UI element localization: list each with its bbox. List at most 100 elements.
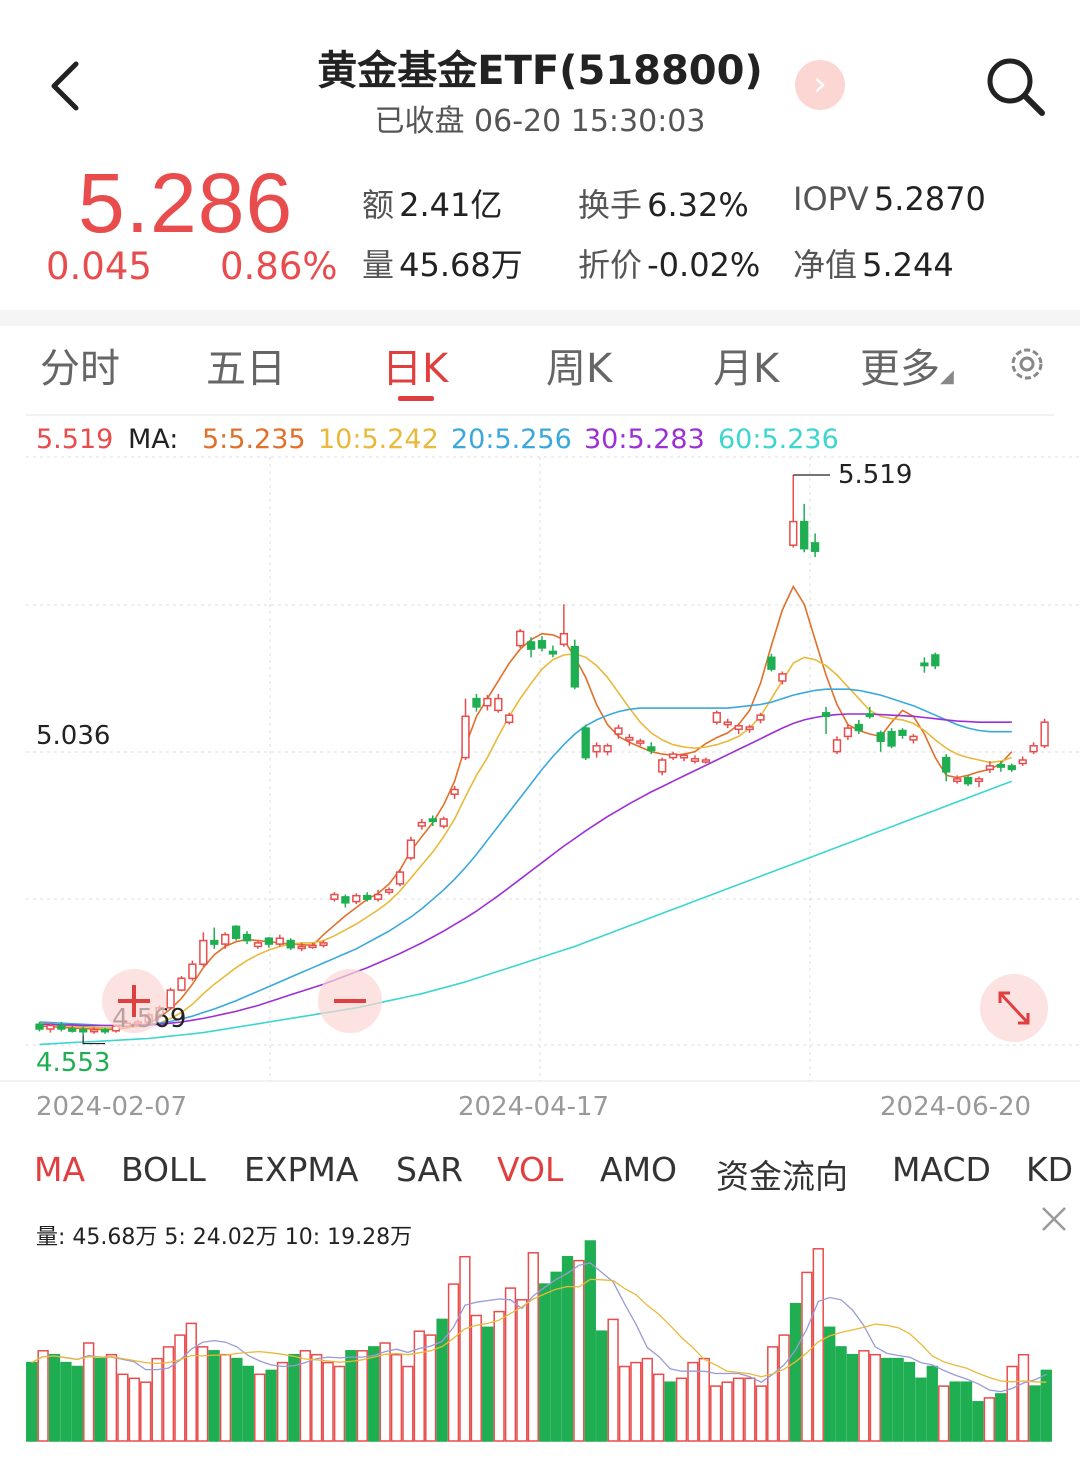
candle-up bbox=[974, 776, 984, 788]
candle-body bbox=[974, 778, 984, 783]
stat-label: 量 bbox=[362, 246, 395, 284]
candle-down bbox=[1007, 763, 1016, 772]
volume-bar-down bbox=[26, 1361, 38, 1442]
zoom-in-button[interactable] bbox=[102, 969, 166, 1033]
candle-up bbox=[516, 629, 525, 648]
next-stock-button[interactable]: › bbox=[795, 60, 845, 110]
stat-value: 5.2870 bbox=[873, 180, 986, 218]
stat-discount: 折价 -0.02% bbox=[578, 240, 760, 286]
volume-bar-up bbox=[516, 1299, 528, 1442]
search-icon[interactable] bbox=[984, 55, 1048, 119]
tab-more[interactable]: 更多◢ bbox=[860, 336, 954, 394]
ma60-value: 60:5.236 bbox=[718, 424, 839, 455]
candle-up bbox=[658, 757, 667, 776]
candle-body bbox=[199, 939, 208, 965]
candle-body bbox=[701, 759, 711, 763]
candle-up bbox=[843, 724, 853, 740]
candle-body bbox=[494, 697, 503, 712]
close-icon[interactable] bbox=[1040, 1205, 1068, 1233]
indicator-boll[interactable]: BOLL bbox=[121, 1150, 206, 1189]
candle-body bbox=[308, 944, 317, 949]
candle-down bbox=[57, 1021, 66, 1032]
gear-icon[interactable] bbox=[1006, 343, 1048, 385]
y-label-low: 4.553 bbox=[36, 1048, 110, 1078]
candle-body bbox=[221, 933, 230, 945]
volume-bar-down bbox=[926, 1365, 938, 1442]
volume-bar-up bbox=[653, 1373, 665, 1442]
candle-down bbox=[231, 925, 241, 941]
tab-daily-k[interactable]: 日K bbox=[382, 346, 449, 392]
candle-up bbox=[505, 712, 514, 725]
volume-bar-down bbox=[345, 1350, 357, 1442]
candle-body bbox=[417, 821, 426, 827]
candle-body bbox=[1040, 721, 1049, 747]
zoom-out-button[interactable] bbox=[318, 969, 382, 1033]
x-label-mid: 2024-04-17 bbox=[458, 1092, 609, 1122]
candle-down bbox=[264, 937, 274, 948]
back-arrow-icon[interactable] bbox=[44, 58, 84, 114]
candle-down bbox=[963, 775, 973, 786]
candle-body bbox=[483, 697, 492, 707]
candle-body bbox=[625, 736, 634, 741]
candle-body bbox=[767, 656, 776, 670]
volume-bar-up bbox=[83, 1342, 95, 1442]
volume-bar-up bbox=[710, 1385, 722, 1442]
candle-body bbox=[887, 730, 896, 747]
volume-bar-down bbox=[824, 1326, 836, 1442]
volume-bar-up bbox=[812, 1248, 824, 1442]
candle-up bbox=[614, 724, 623, 739]
candle-up bbox=[1029, 742, 1038, 755]
candle-up bbox=[592, 742, 601, 758]
indicator-expma[interactable]: EXPMA bbox=[244, 1150, 359, 1189]
ma5-value: 5:5.235 bbox=[202, 424, 306, 455]
stat-value: 2.41亿 bbox=[399, 186, 503, 224]
volume-bar-up bbox=[470, 1314, 482, 1442]
candle-up bbox=[712, 710, 721, 725]
stat-value: -0.02% bbox=[647, 246, 761, 284]
volume-legend: 量: 45.68万 5: 24.02万 10: 19.28万 bbox=[36, 1225, 413, 1250]
volume-bar-up bbox=[755, 1385, 767, 1442]
candle-up bbox=[319, 940, 328, 948]
volume-bar-up bbox=[459, 1255, 471, 1442]
candle-up bbox=[559, 604, 569, 647]
indicator-macd[interactable]: MACD bbox=[892, 1150, 991, 1189]
candle-body bbox=[985, 765, 995, 771]
candle-body bbox=[68, 1028, 77, 1032]
tab-weekly-k[interactable]: 周K bbox=[546, 346, 613, 392]
tab-monthly-k[interactable]: 月K bbox=[713, 346, 780, 392]
volume-bar-down bbox=[835, 1346, 847, 1442]
candle-up bbox=[89, 1027, 99, 1034]
indicator-kd[interactable]: KD bbox=[1026, 1150, 1074, 1189]
volume-chart[interactable] bbox=[0, 1236, 1080, 1446]
y-label-high: 5.519 bbox=[838, 460, 912, 490]
fullscreen-icon[interactable] bbox=[980, 974, 1048, 1042]
volume-bar-down bbox=[288, 1353, 300, 1442]
volume-bar-up bbox=[573, 1259, 585, 1442]
indicator-sar[interactable]: SAR bbox=[396, 1150, 464, 1189]
volume-bar-down bbox=[71, 1365, 83, 1442]
candle-body bbox=[79, 1028, 88, 1033]
volume-bar-up bbox=[390, 1353, 403, 1442]
candle-body bbox=[57, 1024, 66, 1030]
indicator-vol[interactable]: VOL bbox=[497, 1150, 564, 1189]
candle-body bbox=[942, 756, 951, 773]
candle-down bbox=[35, 1021, 44, 1032]
volume-bar-down bbox=[48, 1353, 61, 1442]
candle-body bbox=[46, 1024, 55, 1030]
volume-bar-up bbox=[425, 1334, 437, 1442]
indicator-amo[interactable]: AMO bbox=[600, 1150, 678, 1189]
ma-lines bbox=[39, 584, 1013, 1046]
candlestick-chart[interactable]: 5.519 5.036 4.553 4.569 2024-02-07 2024-… bbox=[0, 405, 1080, 1135]
candle-up bbox=[690, 755, 700, 764]
tab-intraday[interactable]: 分时 bbox=[40, 346, 120, 392]
candle-body bbox=[472, 697, 481, 708]
volume-bar-down bbox=[436, 1318, 448, 1442]
indicator-ma[interactable]: MA bbox=[34, 1150, 86, 1189]
candle-body bbox=[592, 745, 601, 753]
volume-bar-up bbox=[197, 1346, 209, 1442]
indicator-fund-flow[interactable]: 资金流向 bbox=[716, 1157, 848, 1196]
tab-five-day[interactable]: 五日 bbox=[206, 346, 286, 392]
min-leader-line bbox=[82, 1035, 105, 1045]
candle-body bbox=[1018, 759, 1027, 765]
candle-body bbox=[363, 894, 372, 900]
